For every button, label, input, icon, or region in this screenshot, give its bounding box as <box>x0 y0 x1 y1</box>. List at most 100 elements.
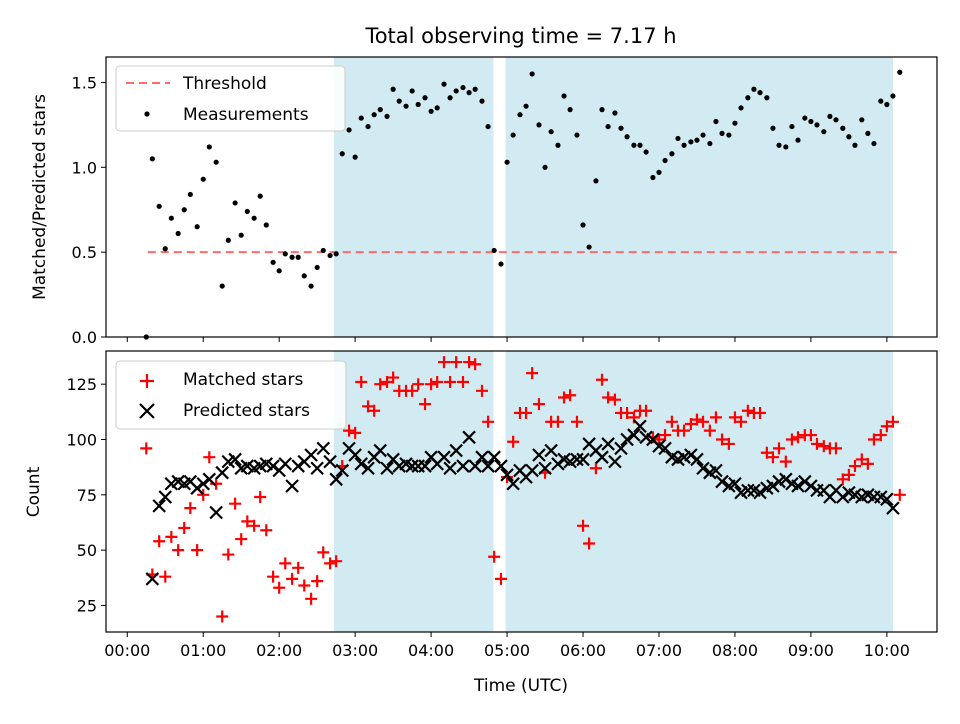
predicted-star-point <box>329 472 343 487</box>
matched-star-point <box>507 435 520 448</box>
x-tick-label: 05:00 <box>484 641 530 660</box>
predicted-star-point <box>627 428 641 442</box>
count-points <box>140 356 906 623</box>
measurement-point <box>555 142 561 148</box>
measurement-point <box>567 107 573 113</box>
measurement-point <box>447 95 453 101</box>
matched-star-point <box>165 530 178 543</box>
predicted-star-point <box>728 476 742 491</box>
matched-star-point <box>311 575 324 588</box>
predicted-star-point <box>196 476 211 491</box>
x-tick-label: 00:00 <box>104 641 150 660</box>
measurement-point <box>270 259 276 265</box>
matched-star-point <box>861 457 874 470</box>
matched-star-point <box>728 411 741 424</box>
measurement-point <box>675 135 681 142</box>
predicted-star-point <box>601 437 615 451</box>
measurement-point <box>738 105 744 111</box>
measurement-point <box>409 88 415 94</box>
measurement-point <box>460 84 466 91</box>
matched-star-point <box>412 378 425 391</box>
ratio-panel-y-ticks: 0.0 0.5 1.0 1.5 <box>72 73 106 347</box>
matched-star-point <box>602 391 615 404</box>
predicted-star-point <box>310 461 324 476</box>
matched-star-point <box>564 389 577 402</box>
ratio-panel-x-ticks <box>126 337 888 342</box>
matched-star-point <box>703 424 716 437</box>
predicted-star-point <box>779 472 793 487</box>
measurement-point <box>852 142 858 148</box>
measurement-point <box>301 273 307 279</box>
legend-matched-swatch <box>140 374 154 388</box>
matched-star-point <box>684 418 697 431</box>
predicted-star-point <box>715 474 729 489</box>
matched-star-point <box>494 572 507 585</box>
matched-star-point <box>570 415 583 428</box>
measurement-point <box>175 230 181 237</box>
measurement-point <box>428 108 434 114</box>
measurement-point <box>333 251 339 257</box>
measurement-point <box>244 208 250 215</box>
measurement-point <box>821 129 827 135</box>
legend-matched-label: Matched stars <box>183 370 303 390</box>
measurement-point <box>536 122 542 128</box>
matched-star-point <box>476 384 489 397</box>
measurement-point <box>390 86 396 92</box>
matched-star-point <box>754 406 767 419</box>
predicted-star-point <box>595 450 609 464</box>
measurement-point <box>498 261 504 267</box>
measurement-point <box>764 95 770 101</box>
y-tick-label: 125 <box>66 375 97 394</box>
measurement-point <box>510 132 516 138</box>
measurement-point <box>289 254 295 260</box>
measurement-point <box>308 283 314 289</box>
predicted-star-point <box>304 448 318 462</box>
measurement-point <box>574 132 580 138</box>
measurement-point <box>802 115 808 121</box>
measurement-point <box>713 118 719 125</box>
predicted-star-point <box>551 457 565 471</box>
matched-star-point <box>444 375 457 388</box>
predicted-star-point <box>576 452 590 467</box>
matched-star-point <box>324 557 337 570</box>
measurement-point <box>631 142 637 148</box>
matched-star-point <box>773 442 786 455</box>
predicted-star-point <box>880 492 894 507</box>
measurement-point <box>643 149 649 155</box>
measurement-point <box>637 142 643 148</box>
predicted-star-point <box>285 479 299 493</box>
predicted-star-point <box>361 461 375 476</box>
chart-title: Total observing time = 7.17 h <box>364 24 676 48</box>
matched-star-point <box>140 442 153 455</box>
measurement-point <box>194 224 200 230</box>
matched-star-point <box>810 437 823 450</box>
matched-star-point <box>880 420 893 433</box>
predicted-star-point <box>753 485 767 500</box>
count-panel-frame <box>105 350 938 633</box>
predicted-star-point <box>380 461 394 476</box>
matched-star-point <box>886 415 899 428</box>
measurement-point <box>694 137 700 143</box>
predicted-star-point <box>798 474 812 489</box>
legend-predicted-label: Predicted stars <box>183 401 310 421</box>
predicted-star-point <box>437 450 451 464</box>
predicted-star-point <box>228 452 242 467</box>
measurement-point <box>396 98 402 104</box>
measurement-point <box>878 98 884 104</box>
predicted-star-point <box>215 465 229 480</box>
count-legend: Matched stars Predicted stars <box>115 360 347 430</box>
matched-star-point <box>457 375 470 388</box>
measurement-point <box>859 117 865 123</box>
measurement-point <box>580 222 586 228</box>
predicted-star-point <box>494 459 508 473</box>
predicted-star-point <box>316 441 331 456</box>
y-tick-label: 1.0 <box>72 158 97 177</box>
matched-star-point <box>791 431 804 444</box>
matched-star-point <box>874 429 887 442</box>
measurement-point <box>605 123 611 130</box>
measurement-point <box>187 191 193 198</box>
measurement-point <box>384 113 390 119</box>
matched-star-point <box>178 522 191 535</box>
measurement-point <box>669 151 675 157</box>
matched-star-point <box>589 462 602 475</box>
